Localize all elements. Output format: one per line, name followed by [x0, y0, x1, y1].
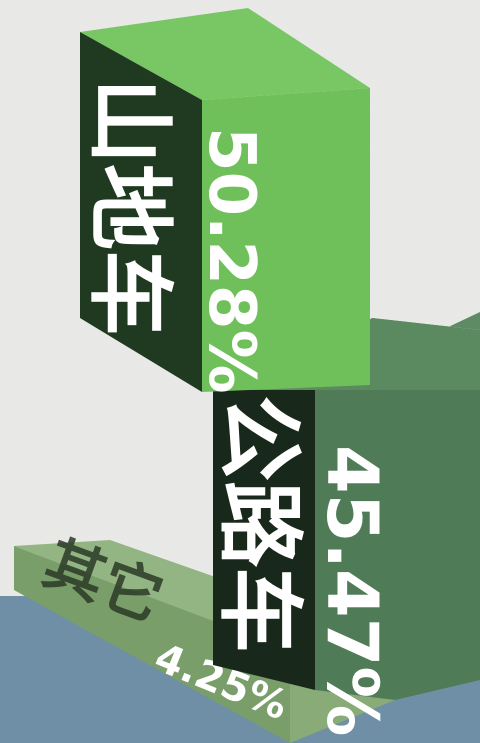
mtb-value-label: 50.28% — [194, 127, 268, 394]
bar-road-front — [315, 390, 480, 700]
road-category-label: 公路车 — [209, 395, 309, 653]
bar-road-side — [213, 390, 315, 690]
bar-mtb: 山地车 50.28% — [79, 8, 370, 394]
bar-other-front — [14, 546, 290, 743]
mtb-category-label: 山地车 — [79, 78, 179, 336]
bar-mtb-front — [202, 88, 370, 392]
bar-mtb-top — [80, 8, 370, 100]
bar-mtb-side — [80, 32, 202, 392]
road-value-label: 45.47% — [311, 445, 393, 737]
bar-road: 公路车 45.47% — [209, 312, 480, 737]
